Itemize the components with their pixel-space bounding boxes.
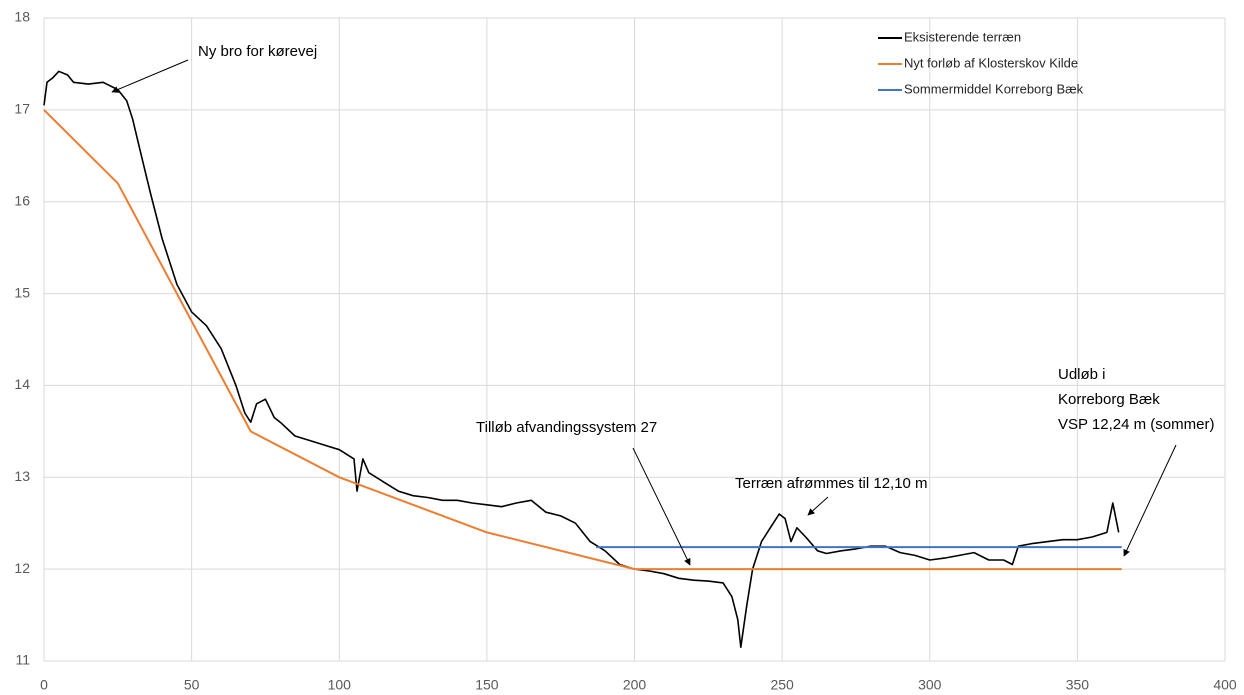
- legend-label: Sommermiddel Korreborg Bæk: [904, 81, 1084, 96]
- y-tick-label: 13: [14, 468, 30, 484]
- annotation-arrow: [632, 447, 691, 566]
- x-tick-label: 250: [770, 677, 794, 693]
- annotation: Korreborg Bæk: [1058, 391, 1160, 408]
- legend-label: Nyt forløb af Klosterskov Kilde: [904, 55, 1078, 70]
- x-tick-label: 400: [1213, 677, 1237, 693]
- annotation: Tilløb afvandingssystem 27: [476, 419, 657, 436]
- annotation-arrow: [111, 59, 189, 93]
- data-line: [43, 109, 1122, 571]
- y-tick-label: 16: [14, 192, 30, 208]
- y-tick-label: 15: [14, 284, 30, 300]
- annotation-arrow: [1123, 444, 1177, 557]
- x-tick-label: 0: [40, 677, 48, 693]
- annotation: Terræn afrømmes til 12,10 m: [735, 475, 928, 492]
- x-tick-label: 300: [918, 677, 942, 693]
- y-tick-label: 17: [14, 101, 30, 117]
- x-tick-label: 50: [184, 677, 200, 693]
- data-line: [43, 70, 1120, 648]
- y-tick-label: 12: [14, 560, 30, 576]
- x-tick-label: 200: [623, 677, 647, 693]
- x-tick-label: 350: [1066, 677, 1090, 693]
- annotation: Udløb i: [1058, 366, 1106, 383]
- legend-label: Eksisterende terræn: [904, 29, 1021, 44]
- annotation: VSP 12,24 m (sommer): [1058, 416, 1214, 433]
- annotation-arrow: [807, 496, 829, 516]
- x-tick-label: 100: [328, 677, 352, 693]
- annotation: Ny bro for kørevej: [198, 43, 317, 60]
- x-tick-label: 150: [475, 677, 499, 693]
- y-tick-label: 18: [14, 9, 30, 25]
- y-tick-label: 14: [14, 376, 30, 392]
- y-tick-label: 11: [15, 652, 30, 668]
